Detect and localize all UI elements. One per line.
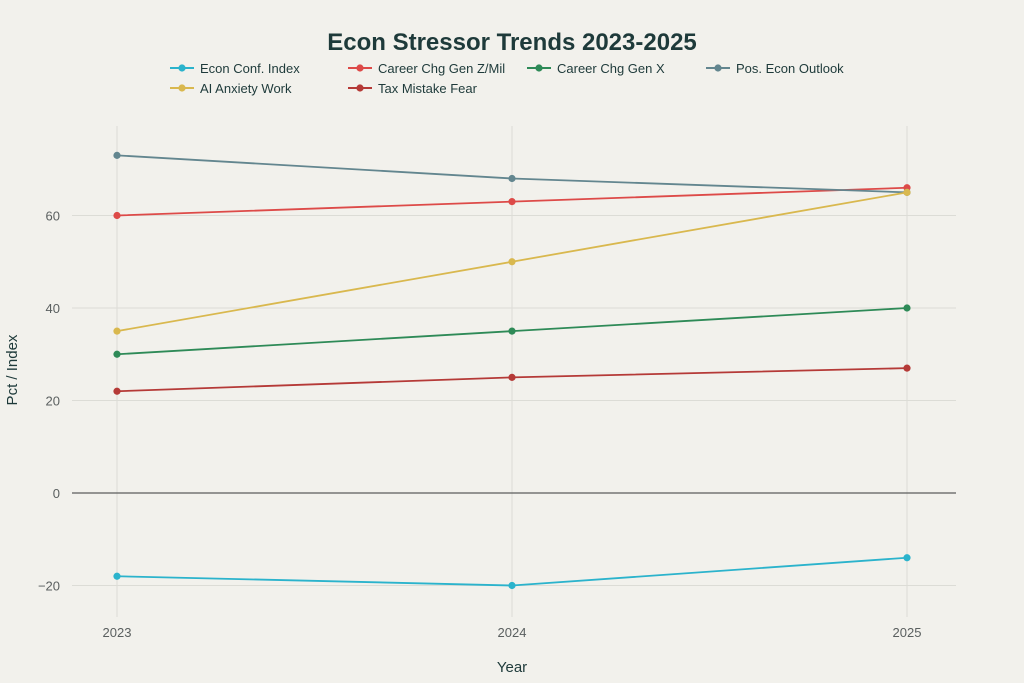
legend-swatch-marker (714, 64, 722, 72)
data-point (903, 554, 911, 562)
y-tick-label: 20 (46, 394, 60, 409)
data-point (508, 258, 516, 266)
legend-label: Tax Mistake Fear (378, 81, 478, 96)
legend-swatch-marker (356, 84, 364, 92)
data-point (113, 350, 121, 358)
x-tick-label: 2023 (103, 625, 132, 640)
x-tick-label: 2024 (498, 625, 527, 640)
data-point (903, 304, 911, 312)
y-tick-label: −20 (38, 579, 60, 594)
series-tax-mistake-fear (113, 364, 911, 395)
data-point (113, 327, 121, 335)
x-tick-label: 2025 (893, 625, 922, 640)
data-point (508, 198, 516, 206)
data-point (508, 327, 516, 335)
data-point (903, 364, 911, 372)
legend-swatch-marker (178, 64, 186, 72)
y-axis-label: Pct / Index (4, 334, 21, 405)
legend-item: AI Anxiety Work (170, 81, 292, 96)
legend-swatch-marker (535, 64, 543, 72)
legend-label: AI Anxiety Work (200, 81, 292, 96)
data-point (508, 581, 516, 590)
y-tick-label: 0 (53, 486, 60, 501)
data-point (508, 373, 516, 381)
legend-item: Career Chg Gen X (527, 61, 665, 76)
legend-swatch-marker (178, 84, 186, 92)
series-econ-conf-index (113, 554, 911, 590)
data-point (903, 188, 911, 196)
series-career-chg-gen-x (113, 304, 911, 358)
y-tick-label: 40 (46, 301, 60, 316)
chart-title: Econ Stressor Trends 2023-2025 (327, 29, 697, 56)
x-axis-label: Year (497, 659, 527, 676)
data-point (113, 151, 121, 159)
data-point (113, 387, 121, 395)
legend-label: Pos. Econ Outlook (736, 61, 844, 76)
legend-item: Econ Conf. Index (170, 61, 300, 76)
y-tick-label: 60 (46, 209, 60, 224)
data-point (508, 174, 516, 183)
legend-label: Career Chg Gen X (557, 61, 665, 76)
tick-labels: 2023 2024 2025 −20 0 20 40 60 (38, 209, 922, 641)
series-group (113, 151, 911, 590)
data-point (113, 572, 121, 580)
legend-item: Pos. Econ Outlook (706, 61, 844, 76)
legend-swatch-marker (356, 64, 364, 72)
legend: Econ Conf. Index Career Chg Gen Z/Mil Care… (170, 61, 844, 96)
legend-label: Career Chg Gen Z/Mil (378, 61, 505, 76)
gridlines (72, 126, 956, 617)
legend-item: Tax Mistake Fear (348, 81, 478, 96)
series-ai-anxiety-work (113, 188, 911, 335)
legend-item: Career Chg Gen Z/Mil (348, 61, 505, 76)
legend-label: Econ Conf. Index (200, 61, 300, 76)
series-career-chg-gen-z-mil (113, 184, 911, 220)
data-point (113, 211, 121, 220)
